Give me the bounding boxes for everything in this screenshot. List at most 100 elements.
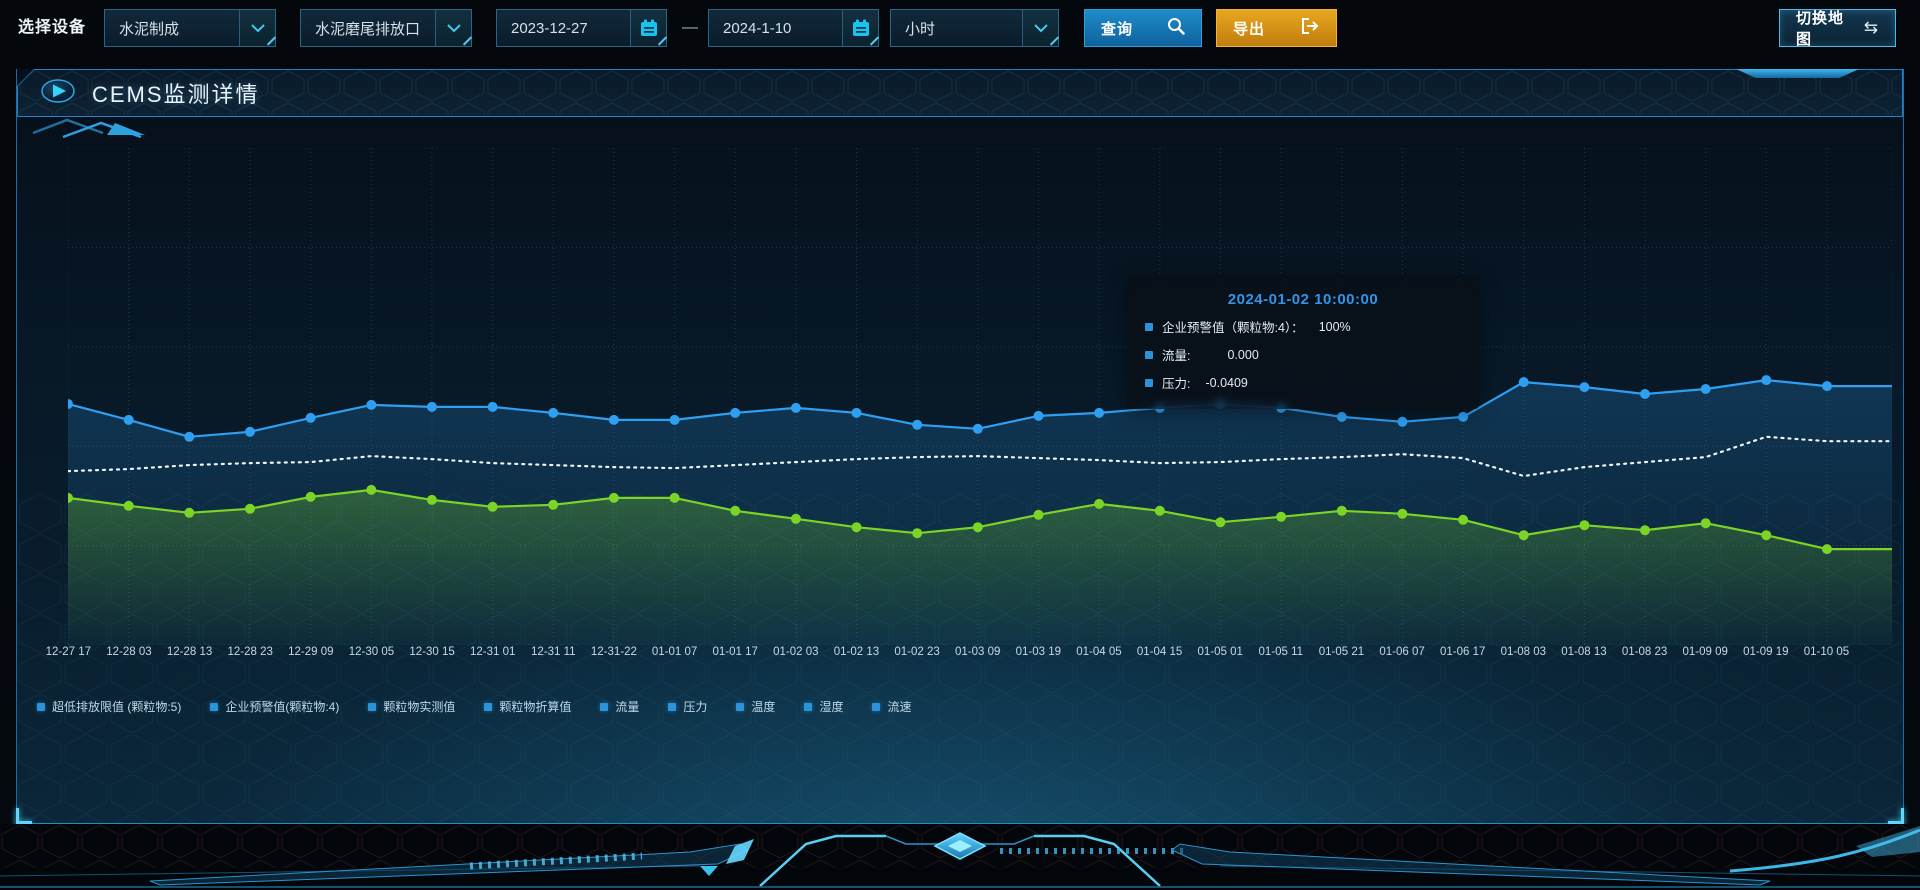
x-axis-tick-label: 01-02 13: [833, 646, 880, 658]
x-axis-tick-label: 12-30 05: [348, 646, 395, 658]
date-range-separator: —: [682, 19, 698, 36]
tooltip-row: 压力: -0.0409: [1145, 373, 1461, 392]
chart-tooltip: 2024-01-02 10:00:00 企业预警值（颗粒物:4）： 100% 流…: [1127, 276, 1479, 409]
x-axis-tick-label: 01-08 23: [1621, 646, 1668, 658]
calendar-icon: [842, 10, 878, 46]
titlebar-notch-decoration: [1736, 69, 1859, 78]
cems-line-chart[interactable]: [68, 148, 1892, 645]
x-axis-tick-label: 01-10 05: [1803, 646, 1850, 658]
legend-item-label: 压力: [683, 700, 708, 714]
tooltip-rows: 企业预警值（颗粒物:4）： 100% 流量: 0.000 压力: -0.0409: [1145, 317, 1461, 392]
x-axis-tick-label: 12-31 01: [469, 646, 516, 658]
tooltip-row: 企业预警值（颗粒物:4）： 100%: [1145, 317, 1461, 336]
legend-item[interactable]: 企业预警值(颗粒物:4): [210, 698, 339, 715]
cems-detail-panel: CEMS监测详情 12-27 17 12-28 03 12-28 13 12-28 2…: [16, 69, 1904, 824]
x-axis-tick-label: 01-08 03: [1500, 646, 1547, 658]
legend-item[interactable]: 颗粒物实测值: [368, 698, 455, 715]
series-marker-icon: [1145, 378, 1153, 387]
x-axis-tick-label: 12-28 13: [166, 646, 213, 658]
export-button[interactable]: 导出: [1216, 9, 1337, 47]
chevron-down-icon: [435, 10, 471, 46]
legend-item-label: 温度: [751, 700, 776, 714]
tooltip-timestamp: 2024-01-02 10:00:00: [1227, 291, 1379, 308]
legend-item-label: 流量: [615, 700, 640, 714]
start-date-picker[interactable]: 2023-12-27: [496, 9, 667, 47]
legend-marker-icon: [668, 702, 677, 711]
legend-item-label: 企业预警值(颗粒物:4): [225, 700, 340, 714]
x-axis-tick-label: 01-03 09: [954, 646, 1001, 658]
export-button-label: 导出: [1233, 20, 1266, 38]
legend-item[interactable]: 压力: [668, 698, 707, 715]
switch-map-label: 切换地图: [1796, 10, 1845, 48]
end-date-picker[interactable]: 2024-1-10: [708, 9, 879, 47]
x-axis-tick-label: 12-28 23: [227, 646, 273, 658]
outlet-select[interactable]: 水泥磨尾排放口: [300, 9, 472, 47]
legend-marker-icon: [37, 702, 45, 711]
legend-item[interactable]: 湿度: [804, 698, 843, 715]
x-axis-tick-label: 01-08 13: [1561, 646, 1607, 658]
panel-title: CEMS监测详情: [92, 82, 260, 107]
titlebar-hex-decoration: [18, 70, 1902, 116]
chevron-down-icon: [1022, 10, 1058, 46]
x-axis-tick-label: 12-31-22: [590, 646, 637, 658]
tooltip-series-label: 压力:: [1162, 377, 1191, 391]
panel-corner-accent: [16, 821, 32, 824]
outlet-value: 水泥磨尾排放口: [315, 20, 421, 38]
top-toolbar: 选择设备 水泥制成 水泥磨尾排放口 2023-12-27: [0, 0, 1920, 56]
tooltip-series-value: -0.0409: [1205, 375, 1248, 390]
x-axis-tick-label: 01-04 05: [1076, 646, 1122, 658]
legend-item[interactable]: 温度: [736, 698, 775, 715]
series-marker-icon: [1145, 350, 1153, 359]
legend-item-label: 超低排放限值 (颗粒物:5): [52, 700, 182, 714]
calendar-icon: [630, 10, 666, 46]
switch-map-button[interactable]: 切换地图 ⇆: [1779, 9, 1896, 48]
x-axis-tick-label: 01-03 19: [1015, 646, 1062, 658]
swap-arrows-icon: ⇆: [1863, 18, 1879, 38]
legend-marker-icon: [736, 702, 745, 711]
export-icon: [1300, 17, 1320, 39]
x-axis-tick-label: 01-05 21: [1318, 646, 1365, 658]
x-axis-tick-label: 12-29 09: [288, 646, 334, 658]
start-date-value: 2023-12-27: [511, 19, 588, 37]
titlebar-underline-decoration: [24, 118, 1214, 139]
x-axis-tick-label: 01-01 07: [651, 646, 698, 658]
tooltip-series-label: 企业预警值（颗粒物:4）：: [1162, 321, 1304, 335]
chart-legend: 超低排放限值 (颗粒物:5) 企业预警值(颗粒物:4) 颗粒物实测值 颗粒物折算…: [37, 698, 911, 715]
interval-select[interactable]: 小时: [890, 9, 1059, 47]
device-type-value: 水泥制成: [119, 20, 180, 38]
x-axis-tick-label: 12-31 11: [531, 646, 576, 658]
device-select-label: 选择设备: [18, 19, 87, 36]
query-button[interactable]: 查询: [1084, 9, 1202, 47]
legend-marker-icon: [368, 702, 377, 711]
x-axis-tick-label: 01-05 01: [1197, 646, 1243, 658]
x-axis-tick-label: 01-06 07: [1379, 646, 1425, 658]
tooltip-row: 流量: 0.000: [1145, 345, 1461, 364]
x-axis-tick-label: 12-28 03: [106, 646, 152, 658]
tooltip-series-value: 100%: [1318, 319, 1351, 334]
legend-item[interactable]: 超低排放限值 (颗粒物:5): [37, 698, 181, 715]
interval-value: 小时: [905, 20, 936, 38]
chevron-down-icon: [239, 10, 275, 46]
query-button-label: 查询: [1101, 20, 1134, 38]
panel-corner-accent: [16, 808, 19, 824]
legend-item[interactable]: 颗粒物折算值: [484, 698, 571, 715]
legend-item-label: 颗粒物实测值: [383, 700, 456, 714]
x-axis-labels: 12-27 17 12-28 03 12-28 13 12-28 23 12-29 09…: [38, 646, 1857, 658]
end-date-value: 2024-1-10: [723, 19, 792, 37]
device-type-select[interactable]: 水泥制成: [104, 9, 276, 47]
legend-item-label: 湿度: [819, 700, 844, 714]
x-axis-tick-label: 01-09 19: [1743, 646, 1789, 658]
legend-item[interactable]: 流速: [872, 698, 911, 715]
x-axis-tick-label: 01-06 17: [1439, 646, 1486, 658]
legend-marker-icon: [210, 702, 219, 711]
legend-item[interactable]: 流量: [600, 698, 639, 715]
tooltip-series-value: 0.000: [1227, 347, 1259, 362]
tooltip-series-label: 流量:: [1162, 349, 1191, 363]
x-axis-tick-label: 12-27 17: [45, 646, 92, 658]
x-axis-tick-label: 01-02 23: [894, 646, 940, 658]
play-icon: [40, 78, 76, 109]
bottom-frame-decoration: [0, 824, 1920, 890]
x-axis-tick-label: 01-09 09: [1682, 646, 1728, 658]
legend-marker-icon: [872, 702, 881, 711]
search-icon: [1167, 17, 1185, 39]
